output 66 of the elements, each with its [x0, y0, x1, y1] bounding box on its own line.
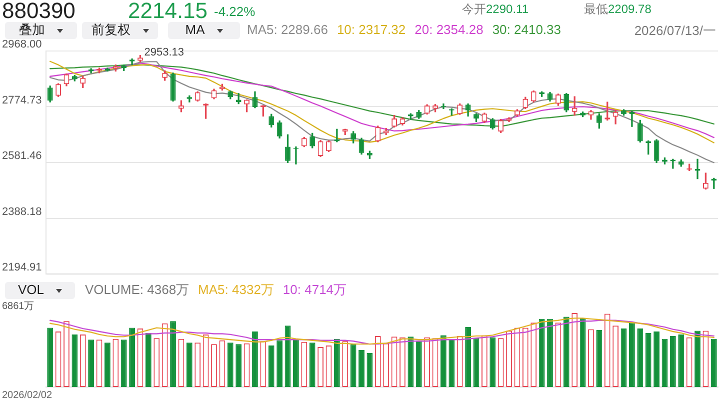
- bar: [88, 340, 94, 387]
- bar: [547, 318, 553, 387]
- bar: [358, 350, 364, 387]
- bar: [654, 332, 660, 387]
- text: MA5: 4332万: [198, 282, 274, 298]
- y-tick-label: 2194.91: [2, 262, 42, 274]
- bar: [416, 340, 422, 387]
- bar: [710, 338, 717, 387]
- bar: [670, 336, 676, 387]
- bar: [47, 328, 54, 387]
- bar: [120, 340, 127, 387]
- bar: [678, 334, 684, 387]
- bar: [473, 338, 480, 387]
- y-tick-label: 2968.00: [2, 38, 42, 51]
- bar: [620, 328, 627, 387]
- chart-title: 880390: [2, 0, 76, 23]
- text: 叠加: [19, 22, 45, 38]
- bar: [538, 318, 545, 387]
- text: MA: [185, 22, 205, 38]
- bar: [236, 344, 242, 387]
- text: 10: 4714万: [282, 282, 347, 298]
- text: 2026/02/02: [2, 390, 52, 402]
- bar: [72, 334, 78, 387]
- bar: [252, 332, 258, 387]
- bar: [408, 336, 414, 387]
- bar: [465, 327, 471, 387]
- bar: [186, 342, 192, 387]
- text: 最低2209.78: [584, 2, 652, 16]
- bar: [366, 352, 373, 387]
- bar: [490, 337, 496, 387]
- text: VOL: [18, 282, 44, 298]
- text: 6861万: [2, 301, 34, 312]
- bar: [268, 346, 274, 387]
- bar: [293, 338, 299, 387]
- annotation: 2953.13: [144, 46, 184, 58]
- bar: [694, 330, 700, 387]
- bar: [629, 322, 635, 387]
- y-tick-label: 2774.73: [2, 94, 42, 106]
- text: 前复权: [92, 22, 130, 38]
- y-tick-label: 2581.46: [2, 150, 42, 162]
- bar: [104, 342, 110, 387]
- bar: [334, 338, 340, 387]
- text: 2214.15: [128, 0, 208, 24]
- bar: [350, 344, 356, 387]
- y-tick-label: 2388.18: [2, 206, 42, 218]
- bar: [596, 330, 602, 387]
- bar: [276, 340, 283, 387]
- text: 20: 2354.28: [414, 22, 484, 38]
- text: 10: 2317.32: [336, 22, 406, 38]
- bar: [448, 338, 455, 387]
- bar: [227, 342, 234, 387]
- text: 今开2290.11: [462, 2, 528, 16]
- text: VOLUME: 4368万: [85, 282, 190, 298]
- bar: [309, 342, 316, 387]
- text: 30: 2410.33: [492, 22, 562, 38]
- text: MA5: 2289.66: [247, 22, 328, 38]
- bar: [440, 335, 446, 387]
- bar: [637, 328, 644, 387]
- bar: [662, 338, 668, 387]
- text: 2026/07/13/一: [634, 23, 716, 39]
- text: -4.22%: [214, 4, 256, 20]
- bar: [563, 316, 570, 387]
- bar: [170, 321, 176, 387]
- bar: [129, 328, 135, 387]
- bar: [645, 332, 652, 387]
- bar: [145, 332, 152, 387]
